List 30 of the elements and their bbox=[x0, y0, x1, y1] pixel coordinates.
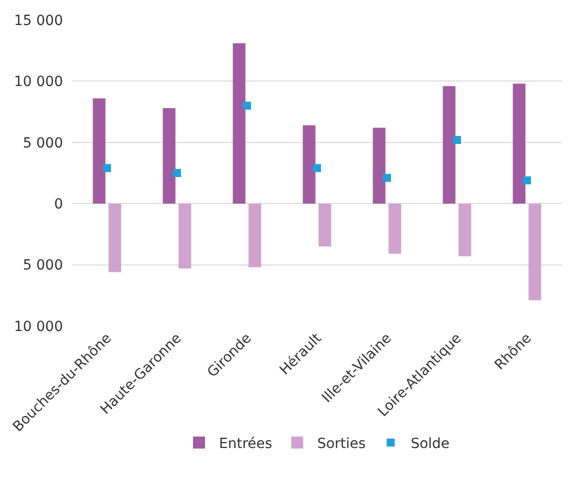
y-tick-label: 10 000 bbox=[14, 74, 63, 90]
bar bbox=[458, 204, 472, 256]
point bbox=[173, 169, 181, 177]
bar bbox=[248, 204, 262, 268]
y-tick-label: 5 000 bbox=[22, 258, 63, 274]
bar bbox=[372, 128, 386, 204]
y-tick-label: 15 000 bbox=[14, 12, 63, 29]
bar bbox=[178, 204, 192, 268]
y-tick-label: 10 000 bbox=[14, 318, 63, 335]
point bbox=[313, 164, 321, 172]
legend-label: Sorties bbox=[317, 436, 366, 452]
bar bbox=[442, 86, 456, 204]
bar bbox=[388, 204, 402, 254]
point bbox=[243, 102, 251, 110]
bar bbox=[232, 43, 246, 204]
point bbox=[383, 174, 391, 182]
y-tick-label: 0 bbox=[54, 196, 63, 212]
bar bbox=[92, 98, 106, 204]
point bbox=[103, 164, 111, 172]
bar bbox=[302, 125, 316, 204]
point bbox=[523, 176, 531, 184]
y-tick-label: 5 000 bbox=[22, 135, 63, 152]
point bbox=[453, 136, 461, 144]
legend-label: Entrées bbox=[219, 436, 272, 452]
bar bbox=[528, 204, 542, 300]
bar bbox=[512, 84, 526, 204]
bar bbox=[162, 108, 176, 204]
legend-label: Solde bbox=[410, 436, 450, 452]
bar bbox=[108, 204, 122, 272]
bar bbox=[318, 204, 332, 246]
